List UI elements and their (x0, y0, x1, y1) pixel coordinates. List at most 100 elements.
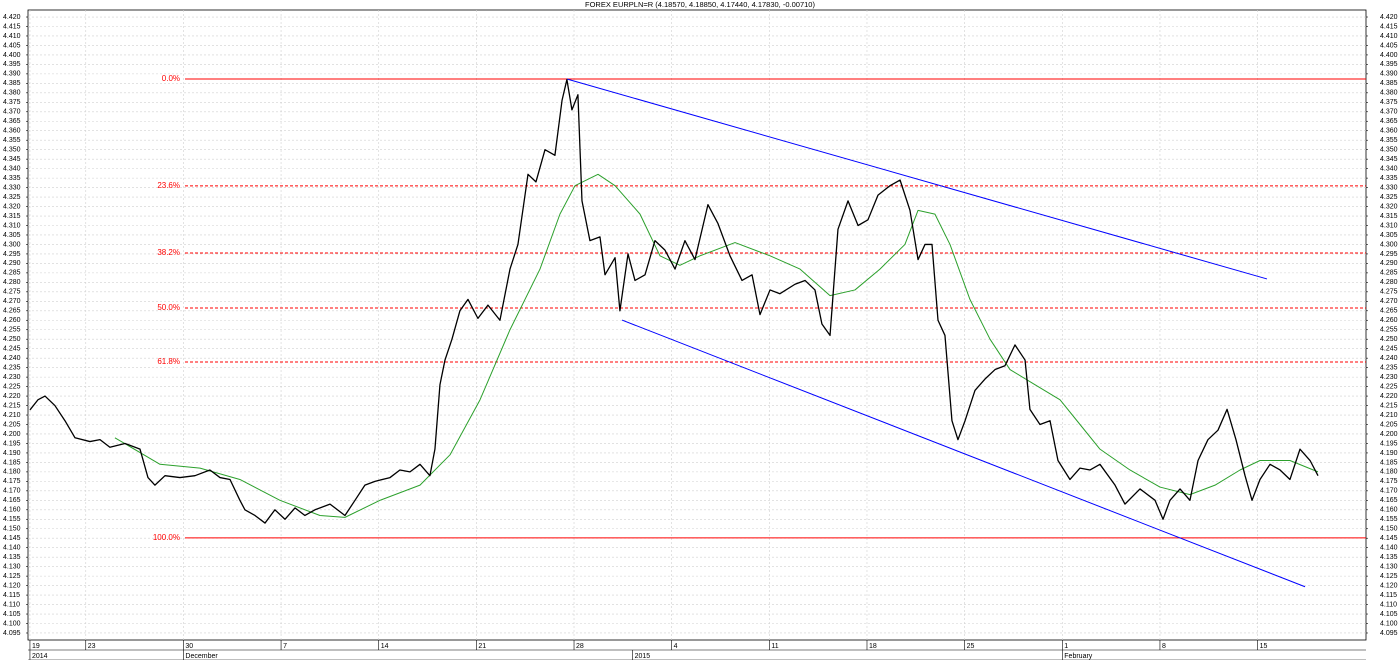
y-tick-label: 4.320 (3, 203, 21, 210)
y-tick-label: 4.155 (1380, 516, 1398, 523)
y-tick-label: 4.280 (1380, 279, 1398, 286)
y-tick-label: 4.390 (1380, 71, 1398, 78)
y-tick-label: 4.160 (3, 507, 21, 514)
y-tick-label: 4.195 (1380, 440, 1398, 447)
x-tick-label: 4 (674, 643, 678, 650)
y-tick-label: 4.330 (1380, 184, 1398, 191)
x-tick-label: 7 (283, 643, 287, 650)
y-tick-label: 4.335 (3, 175, 21, 182)
y-tick-label: 4.415 (1380, 23, 1398, 30)
y-tick-label: 4.350 (1380, 147, 1398, 154)
fibonacci-label: 23.6% (157, 181, 180, 190)
y-tick-label: 4.330 (3, 184, 21, 191)
y-tick-label: 4.240 (1380, 355, 1398, 362)
y-tick-label: 4.420 (3, 14, 21, 21)
y-tick-label: 4.360 (3, 128, 21, 135)
y-tick-label: 4.175 (1380, 478, 1398, 485)
y-tick-label: 4.145 (3, 535, 21, 542)
y-tick-label: 4.270 (1380, 298, 1398, 305)
moving-average-line (114, 173, 1319, 518)
y-tick-label: 4.315 (1380, 213, 1398, 220)
fibonacci-label: 50.0% (157, 303, 180, 312)
y-tick-label: 4.265 (1380, 308, 1398, 315)
x-tick-label: 21 (478, 643, 486, 650)
y-tick-label: 4.165 (3, 497, 21, 504)
y-tick-label: 4.395 (1380, 61, 1398, 68)
y-tick-label: 4.130 (3, 563, 21, 570)
y-tick-label: 4.105 (3, 611, 21, 618)
y-tick-label: 4.395 (3, 61, 21, 68)
y-tick-label: 4.115 (1380, 592, 1397, 599)
y-tick-label: 4.280 (3, 279, 21, 286)
y-tick-label: 4.115 (3, 592, 20, 599)
x-tick-label: 11 (771, 643, 778, 650)
y-tick-label: 4.365 (1380, 118, 1398, 125)
x-tick-label: 14 (381, 643, 389, 650)
chart-title: FOREX EURPLN=R (4.18570, 4.18850, 4.1744… (585, 0, 815, 9)
trend-line (566, 78, 1268, 280)
y-tick-label: 4.345 (3, 156, 21, 163)
y-tick-label: 4.100 (3, 620, 21, 627)
y-tick-label: 4.190 (1380, 450, 1398, 457)
y-tick-label: 4.260 (1380, 317, 1398, 324)
x-tick-label: 8 (1162, 643, 1166, 650)
y-tick-label: 4.325 (1380, 194, 1398, 201)
y-tick-label: 4.155 (3, 516, 21, 523)
y-tick-label: 4.375 (1380, 99, 1398, 106)
x-tick-label: 28 (576, 643, 584, 650)
y-tick-label: 4.205 (1380, 421, 1398, 428)
y-tick-label: 4.215 (1380, 402, 1398, 409)
y-tick-label: 4.125 (3, 573, 21, 580)
y-tick-label: 4.405 (1380, 42, 1398, 49)
y-tick-label: 4.420 (1380, 14, 1398, 21)
y-tick-label: 4.180 (3, 469, 21, 476)
y-tick-label: 4.400 (1380, 52, 1398, 59)
y-tick-label: 4.095 (3, 630, 21, 637)
y-tick-label: 4.210 (3, 412, 21, 419)
y-tick-label: 4.230 (1380, 374, 1398, 381)
y-tick-label: 4.355 (1380, 137, 1398, 144)
fibonacci-label: 61.8% (157, 357, 180, 366)
y-tick-label: 4.295 (1380, 251, 1398, 258)
y-tick-label: 4.260 (3, 317, 21, 324)
y-tick-label: 4.255 (1380, 327, 1398, 334)
y-tick-label: 4.415 (3, 23, 21, 30)
y-tick-label: 4.220 (1380, 393, 1398, 400)
y-tick-label: 4.305 (3, 232, 21, 239)
x-tick-label: December (185, 653, 218, 660)
x-tick-label: 15 (1260, 643, 1268, 650)
y-tick-label: 4.365 (3, 118, 21, 125)
y-tick-label: 4.385 (3, 80, 21, 87)
y-tick-label: 4.225 (1380, 383, 1398, 390)
y-tick-label: 4.220 (3, 393, 21, 400)
y-tick-label: 4.140 (3, 545, 21, 552)
y-tick-label: 4.405 (3, 42, 21, 49)
y-tick-label: 4.340 (3, 165, 21, 172)
y-tick-label: 4.240 (3, 355, 21, 362)
y-tick-label: 4.120 (3, 582, 21, 589)
y-tick-label: 4.375 (3, 99, 21, 106)
y-tick-label: 4.350 (3, 147, 21, 154)
x-tick-label: 25 (967, 643, 975, 650)
y-tick-label: 4.265 (3, 308, 21, 315)
x-tick-label: 1 (1064, 643, 1068, 650)
y-tick-label: 4.135 (1380, 554, 1398, 561)
y-tick-label: 4.300 (3, 241, 21, 248)
y-tick-label: 4.150 (1380, 526, 1398, 533)
y-tick-label: 4.110 (1380, 601, 1397, 608)
x-tick-label: February (1064, 653, 1093, 660)
y-tick-label: 4.335 (1380, 175, 1398, 182)
y-tick-label: 4.245 (1380, 346, 1398, 353)
y-tick-label: 4.245 (3, 346, 21, 353)
y-tick-label: 4.255 (3, 327, 21, 334)
y-tick-label: 4.295 (3, 251, 21, 258)
y-tick-label: 4.390 (3, 71, 21, 78)
y-tick-label: 4.235 (1380, 364, 1398, 371)
fibonacci-label: 100.0% (153, 533, 180, 542)
fibonacci-label: 0.0% (162, 74, 180, 83)
y-tick-label: 4.110 (3, 601, 20, 608)
y-tick-label: 4.105 (1380, 611, 1398, 618)
y-tick-label: 4.140 (1380, 545, 1398, 552)
y-tick-label: 4.275 (3, 289, 21, 296)
y-tick-label: 4.290 (3, 260, 21, 267)
